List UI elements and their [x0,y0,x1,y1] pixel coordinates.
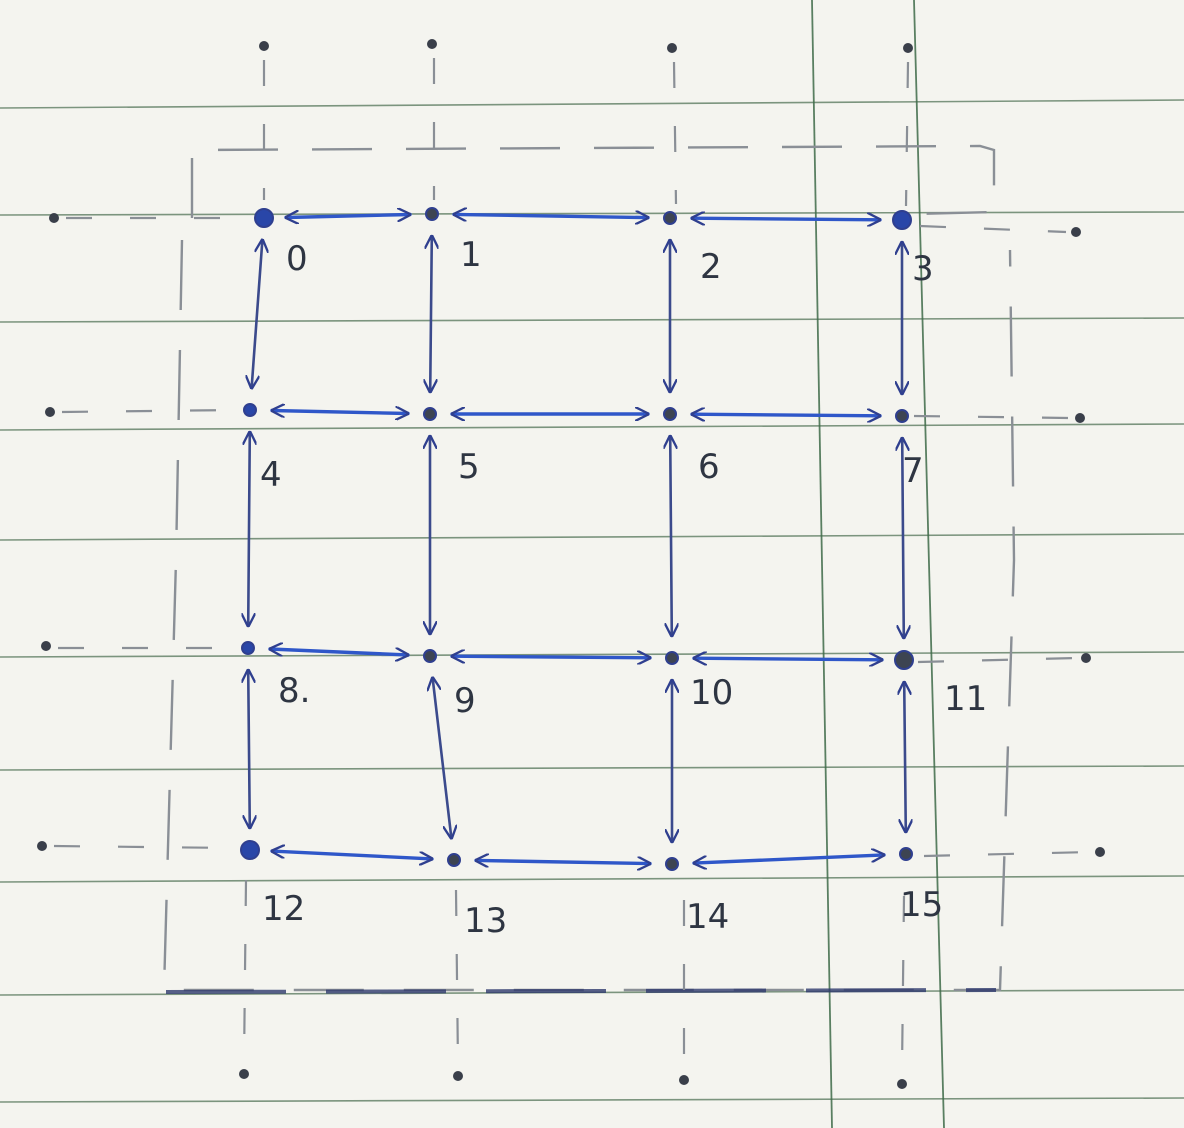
ruled-line [0,1097,1184,1103]
dashed-stub [672,61,678,205]
dashed-stub [923,850,1091,858]
outer-dot [1081,653,1091,663]
outer-dot [41,641,51,651]
ruled-line [0,875,1184,883]
node-4 [243,403,257,417]
dashed-stub [900,895,906,1071]
node-label-12: 12 [262,889,305,929]
node-9 [423,649,437,663]
node-5 [423,407,437,421]
node-label-6: 6 [698,447,720,487]
node-label-9: 9 [454,681,476,721]
edge-14-15 [692,855,886,863]
edge-1-2 [452,214,650,217]
margin-line [811,0,833,1128]
node-label-2: 2 [700,247,722,287]
ruled-line [0,211,1184,216]
edge-1-5 [430,234,432,394]
node-label-11: 11 [944,679,987,719]
edge-9-13 [433,678,452,838]
dashed-stub [904,61,910,207]
ruled-line [0,423,1184,431]
boundary-bottom [165,988,997,994]
edge-11-15 [904,680,906,834]
edge-7-11 [902,436,904,640]
node-15 [899,847,913,861]
outer-dot [903,43,913,53]
node-label-14: 14 [686,897,729,937]
node-11 [894,650,914,670]
ruled-line [0,317,1184,323]
node-label-15: 15 [900,885,943,925]
margin-line [913,0,945,1128]
node-1 [425,207,439,221]
node-label-13: 13 [464,901,507,941]
edge-0-4 [252,240,263,388]
outer-dot [667,43,677,53]
edge-4-5 [270,411,410,414]
ruled-line [0,99,1184,109]
edge-6-10 [670,434,672,638]
edge-8-12 [248,668,250,830]
node-14 [665,857,679,871]
node-12 [240,840,260,860]
edge-13-14 [474,860,652,863]
node-13 [447,853,461,867]
outer-dot [45,407,55,417]
node-3 [892,210,912,230]
node-label-4: 4 [260,455,282,495]
dashed-boundary [37,39,1105,1089]
node-label-10: 10 [690,673,733,713]
dashed-stub [61,408,237,414]
outer-dot [1071,227,1081,237]
edge-9-10 [450,656,652,658]
edge-6-7 [690,414,882,416]
outer-dot [1075,413,1085,423]
node-7 [895,409,909,423]
outer-dot [37,841,47,851]
ruled-line [0,765,1184,771]
dashed-stub [919,224,1067,234]
edge-10-11 [692,658,884,660]
boundary-top [190,144,996,218]
dashed-stub [454,889,460,1067]
outer-dot [239,1069,249,1079]
edge-4-8 [248,430,250,628]
node-label-3: 3 [912,249,934,289]
outer-dot [679,1075,689,1085]
dashed-stub [242,879,248,1065]
node-10 [665,651,679,665]
node-6 [663,407,677,421]
outer-dot [897,1079,907,1089]
outer-dot [259,41,269,51]
edge-8-9 [268,649,410,655]
dashed-stub [917,656,1077,664]
node-8 [241,641,255,655]
node-2 [663,211,677,225]
node-label-8: 8. [278,671,310,711]
node-0 [254,208,274,228]
node-label-7: 7 [902,451,924,491]
edge-12-13 [270,851,434,859]
outer-dot [453,1071,463,1081]
dashed-stub [913,414,1071,420]
node-label-5: 5 [458,447,480,487]
dashed-stub [53,844,235,850]
ruled-line [0,533,1184,541]
outer-dot [427,39,437,49]
outer-dot [1095,847,1105,857]
node-label-0: 0 [286,239,308,279]
outer-dot [49,213,59,223]
edge-2-3 [690,218,882,220]
graph-nodes [240,207,914,871]
node-label-1: 1 [460,235,482,275]
graph-edges [248,214,906,863]
edge-0-1 [284,215,412,218]
